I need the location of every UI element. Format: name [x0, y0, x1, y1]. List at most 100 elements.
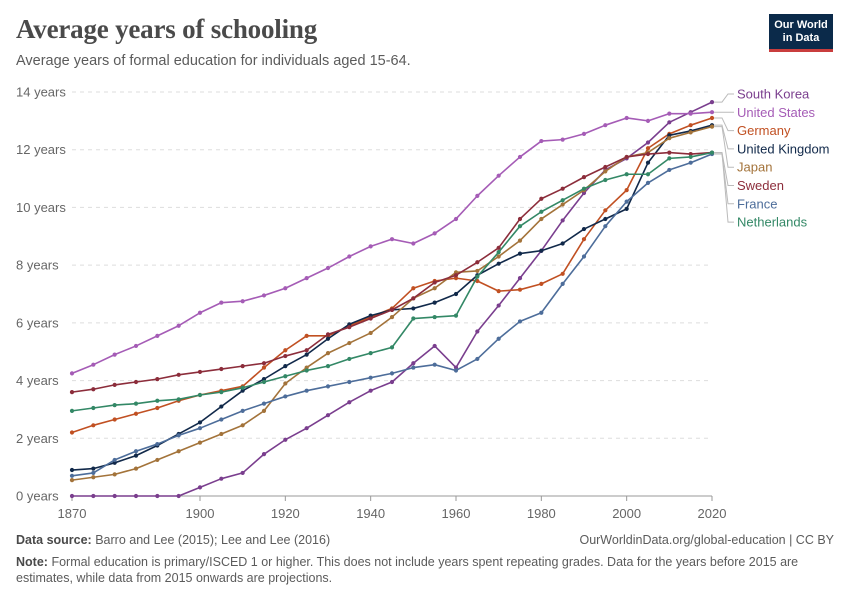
data-point [411, 365, 416, 370]
data-point [325, 384, 331, 389]
data-point [261, 408, 267, 413]
source-link[interactable]: OurWorldinData.org/global-education | CC… [579, 533, 834, 547]
data-point [688, 154, 693, 160]
data-point [304, 426, 309, 431]
note-label: Note: [16, 555, 48, 569]
data-point [709, 124, 715, 129]
series-united-kingdom [69, 123, 715, 473]
data-point [453, 313, 459, 318]
y-tick-label: 14 years [16, 85, 66, 100]
data-point [432, 343, 437, 349]
data-point [368, 375, 373, 380]
data-point [261, 293, 267, 298]
x-tick-label: 2000 [612, 506, 641, 521]
data-point [709, 100, 715, 105]
data-point [219, 404, 224, 409]
data-point [283, 374, 288, 379]
data-point [325, 364, 331, 369]
data-point [176, 397, 181, 402]
data-point [667, 156, 672, 161]
footer-note: Note: Formal education is primary/ISCED … [16, 554, 834, 586]
source-text: Barro and Lee (2015); Lee and Lee (2016) [95, 533, 331, 547]
data-point [411, 296, 416, 301]
data-point [197, 392, 203, 398]
data-point [496, 254, 501, 259]
data-point [581, 186, 587, 191]
data-point [91, 466, 96, 471]
data-point [453, 273, 459, 278]
data-point [645, 151, 651, 157]
data-point [240, 364, 245, 369]
data-point [581, 254, 587, 259]
data-point [347, 340, 352, 346]
data-point [283, 348, 288, 353]
data-point [304, 333, 309, 338]
data-point [475, 356, 480, 362]
data-point [432, 314, 437, 320]
data-point [69, 493, 75, 499]
logo-line-2: in Data [782, 32, 820, 44]
data-point [325, 265, 331, 271]
data-point [389, 307, 395, 312]
y-tick-label: 8 years [16, 258, 59, 273]
chart-title: Average years of schooling [16, 14, 317, 44]
data-point [304, 365, 309, 370]
data-point [304, 352, 309, 357]
legend-connector [714, 117, 734, 132]
legend-label: Germany [737, 123, 791, 138]
data-point [219, 300, 224, 305]
data-point [112, 457, 117, 463]
line-chart: 0 years 2 years 4 years 6 years 8 years 10 ye… [16, 85, 830, 522]
data-point [304, 348, 309, 353]
series-united-states [69, 110, 715, 376]
series-line [71, 153, 713, 477]
data-point [261, 452, 267, 457]
legend-label: Sweden [737, 178, 784, 193]
data-point [240, 299, 245, 304]
data-point [261, 401, 267, 406]
data-point [69, 467, 75, 473]
data-point [304, 388, 309, 393]
data-point [347, 379, 352, 385]
data-point [133, 466, 139, 471]
data-point [432, 231, 437, 236]
data-point [197, 420, 203, 425]
data-point [475, 268, 480, 274]
logo-line-1: Our World [774, 19, 828, 31]
data-point [91, 470, 96, 476]
data-point [283, 437, 288, 442]
data-point [197, 426, 203, 431]
data-point [709, 150, 715, 155]
data-point [283, 286, 288, 291]
data-point [560, 198, 565, 203]
y-tick-label: 2 years [16, 431, 59, 446]
data-point [155, 405, 160, 411]
data-point [539, 248, 544, 253]
data-point [475, 329, 480, 334]
data-point [240, 408, 245, 413]
data-point [368, 330, 373, 336]
y-tick-label: 0 years [16, 489, 59, 504]
data-point [219, 417, 224, 422]
data-point [155, 377, 160, 382]
data-point [475, 260, 480, 265]
logo-accent-bar [769, 49, 833, 52]
owid-logo[interactable]: Our World in Data [769, 14, 833, 52]
data-point [517, 224, 523, 229]
y-tick-label: 4 years [16, 373, 59, 388]
data-point [411, 361, 416, 366]
y-tick-label: 10 years [16, 200, 66, 215]
data-point [560, 271, 565, 276]
data-point [69, 390, 75, 395]
data-point [240, 388, 245, 393]
data-point [709, 115, 715, 121]
data-point [581, 237, 587, 242]
data-point [453, 368, 459, 373]
data-point [453, 365, 459, 370]
data-point [645, 160, 651, 165]
data-point [453, 276, 459, 281]
series-line [71, 151, 713, 393]
legend-connector [714, 93, 734, 103]
data-point [219, 476, 224, 481]
data-point [261, 379, 267, 385]
